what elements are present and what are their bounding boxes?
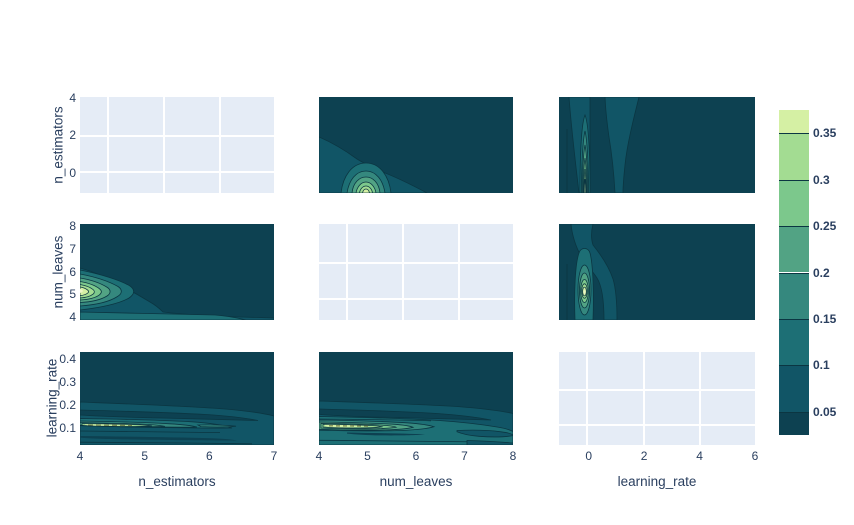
colorbar-level-line (779, 365, 809, 367)
colorbar-level-line (779, 179, 809, 181)
colorbar-band (779, 110, 809, 134)
x-tick-label: 6 (412, 449, 420, 463)
gridline-vertical (642, 352, 645, 445)
gridline-vertical (106, 97, 109, 193)
y-tick-label: 2 (69, 128, 76, 143)
contour-panel-learning_rate-vs-n_estimators[interactable] (80, 352, 274, 445)
gridline-vertical (218, 97, 221, 193)
y-tick-label: 6 (69, 264, 76, 279)
gridline-horizontal (319, 261, 513, 264)
colorbar-tick-label: 0.15 (813, 311, 837, 326)
empty-panel-num_leaves-vs-num_leaves[interactable] (319, 224, 513, 320)
colorbar-tick-label: 0.05 (813, 404, 837, 419)
y-tick-label: 0.1 (59, 421, 76, 435)
y-tick-label: 0.4 (59, 352, 76, 367)
colorbar-band (779, 365, 809, 412)
x-tick-label: 4 (696, 449, 703, 463)
y-tick-label: 0 (69, 165, 76, 180)
x-axis-title-num_leaves: num_leaves (379, 474, 453, 489)
gridline-vertical (457, 224, 460, 320)
x-tick-label: 2 (640, 449, 648, 463)
gridline-horizontal (559, 388, 755, 391)
contour-plot (559, 97, 755, 193)
x-tick-label: 4 (315, 449, 323, 463)
contour-panel-learning_rate-vs-num_leaves[interactable] (319, 352, 513, 445)
contour-bands (319, 401, 513, 445)
x-tick-label: 4 (76, 449, 84, 463)
x-tick-label: 0 (585, 449, 592, 463)
gridline-vertical (345, 224, 348, 320)
colorbar-tick-label: 0.3 (813, 172, 830, 187)
colorbar-band (779, 133, 809, 180)
contour-plot (319, 97, 513, 193)
colorbar[interactable]: 0.35 0.3 0.25 0.2 0.15 0.1 0.05 (779, 110, 836, 435)
gridline-horizontal (80, 170, 274, 173)
gridline-horizontal (319, 297, 513, 300)
y-tick-label: 5 (69, 287, 76, 302)
colorbar-band (779, 226, 809, 273)
contour-bands (567, 224, 617, 320)
empty-panel-n_estimators-vs-n_estimators[interactable] (80, 97, 274, 193)
y-tick-label: 4 (69, 90, 76, 105)
colorbar-level-line (779, 272, 809, 274)
colorbar-level-line (779, 411, 809, 413)
y-tick-label: 0.3 (59, 375, 76, 390)
x-tick-label: 5 (364, 449, 371, 463)
colorbar-tick-label: 0.35 (813, 126, 837, 141)
empty-panel-learning_rate-vs-learning_rate[interactable] (559, 352, 755, 445)
x-axis-title-learning_rate: learning_rate (617, 474, 697, 489)
colorbar-band (779, 179, 809, 227)
x-axis-title-n_estimators: n_estimators (138, 474, 216, 489)
colorbar-band (779, 272, 809, 319)
contour-panel-num_leaves-vs-n_estimators[interactable] (80, 224, 274, 320)
contour-background (559, 97, 755, 193)
contour-plot (319, 352, 513, 445)
y-tick-label: 4 (69, 310, 76, 325)
x-tick-label: 7 (461, 449, 468, 463)
gridline-vertical (163, 97, 165, 193)
colorbar-level-line (779, 133, 809, 135)
contour-plot (80, 352, 274, 445)
x-tick-label: 8 (509, 449, 517, 463)
contour-bands (567, 97, 639, 193)
y-tick-label: 8 (69, 219, 76, 234)
colorbar-band (779, 318, 809, 366)
gridline-vertical (586, 352, 589, 445)
y-tick-label: 7 (69, 241, 76, 256)
colorbar-tick-label: 0.1 (813, 358, 830, 373)
contour-plot (559, 224, 755, 320)
x-tick-label: 7 (270, 449, 278, 463)
contour-bands (319, 137, 427, 193)
gridline-vertical (402, 224, 404, 320)
y-tick-label: 0.2 (59, 398, 76, 413)
colorbar-level-line (779, 318, 809, 320)
contour-panel-n_estimators-vs-num_leaves[interactable] (319, 97, 513, 193)
x-tick-label: 5 (141, 449, 148, 463)
colorbar-tick-label: 0.25 (813, 219, 837, 234)
contour-plot (80, 224, 274, 320)
contour-panel-n_estimators-vs-learning_rate[interactable] (559, 97, 755, 193)
contour-bands (80, 268, 274, 320)
colorbar-band (779, 411, 809, 435)
colorbar-tick-label: 0.2 (813, 265, 830, 280)
x-tick-label: 6 (751, 449, 759, 463)
gridline-horizontal (559, 423, 755, 426)
gridline-vertical (699, 352, 702, 445)
colorbar-level-line (779, 226, 809, 228)
gridline-horizontal (80, 134, 274, 137)
contour-bands (80, 402, 274, 445)
contour-panel-num_leaves-vs-learning_rate[interactable] (559, 224, 755, 320)
x-tick-label: 6 (205, 449, 213, 463)
